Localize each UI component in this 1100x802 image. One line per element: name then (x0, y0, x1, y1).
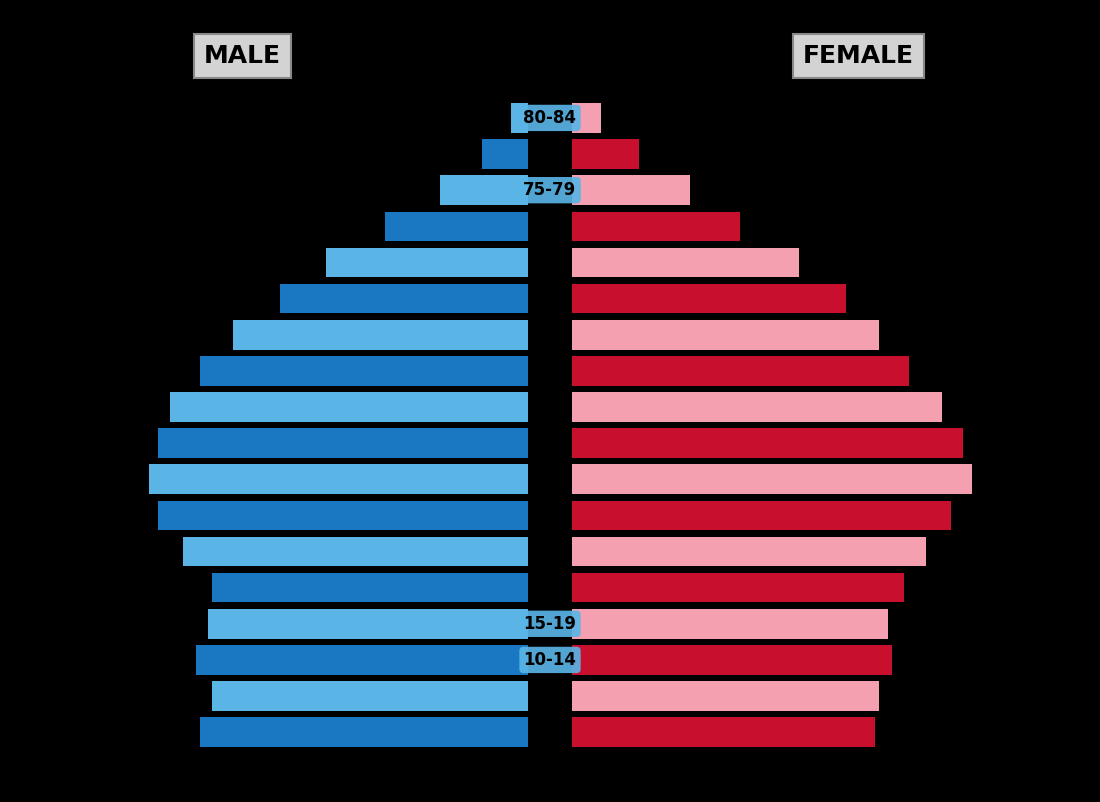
Bar (157, 428, 528, 458)
Bar (572, 464, 971, 494)
Bar (572, 428, 964, 458)
Bar (200, 717, 528, 747)
Text: 75-79: 75-79 (524, 181, 576, 199)
Bar (512, 103, 528, 133)
Bar (233, 320, 528, 350)
Bar (170, 392, 528, 422)
Bar (440, 176, 528, 205)
Bar (572, 717, 874, 747)
Bar (208, 609, 528, 638)
Bar (572, 392, 943, 422)
Bar (279, 284, 528, 314)
Bar (150, 464, 528, 494)
Bar (183, 537, 528, 566)
Bar (157, 500, 528, 530)
Text: 15-19: 15-19 (524, 615, 576, 633)
Bar (572, 356, 909, 386)
Text: 10-14: 10-14 (524, 651, 576, 669)
Text: 80-84: 80-84 (524, 109, 576, 127)
Bar (212, 681, 528, 711)
Bar (482, 140, 528, 169)
Bar (572, 573, 904, 602)
Bar (200, 356, 528, 386)
Bar (572, 248, 800, 277)
Bar (572, 681, 879, 711)
Bar (385, 212, 528, 241)
Bar (212, 573, 528, 602)
Text: FEMALE: FEMALE (803, 44, 913, 68)
Bar (572, 537, 925, 566)
Bar (572, 212, 740, 241)
Text: MALE: MALE (204, 44, 280, 68)
Bar (572, 320, 879, 350)
Bar (326, 248, 528, 277)
Bar (196, 645, 528, 674)
Bar (572, 103, 602, 133)
Bar (572, 140, 639, 169)
Bar (572, 500, 950, 530)
Bar (572, 176, 690, 205)
Bar (572, 284, 846, 314)
Bar (572, 645, 892, 674)
Bar (572, 609, 888, 638)
